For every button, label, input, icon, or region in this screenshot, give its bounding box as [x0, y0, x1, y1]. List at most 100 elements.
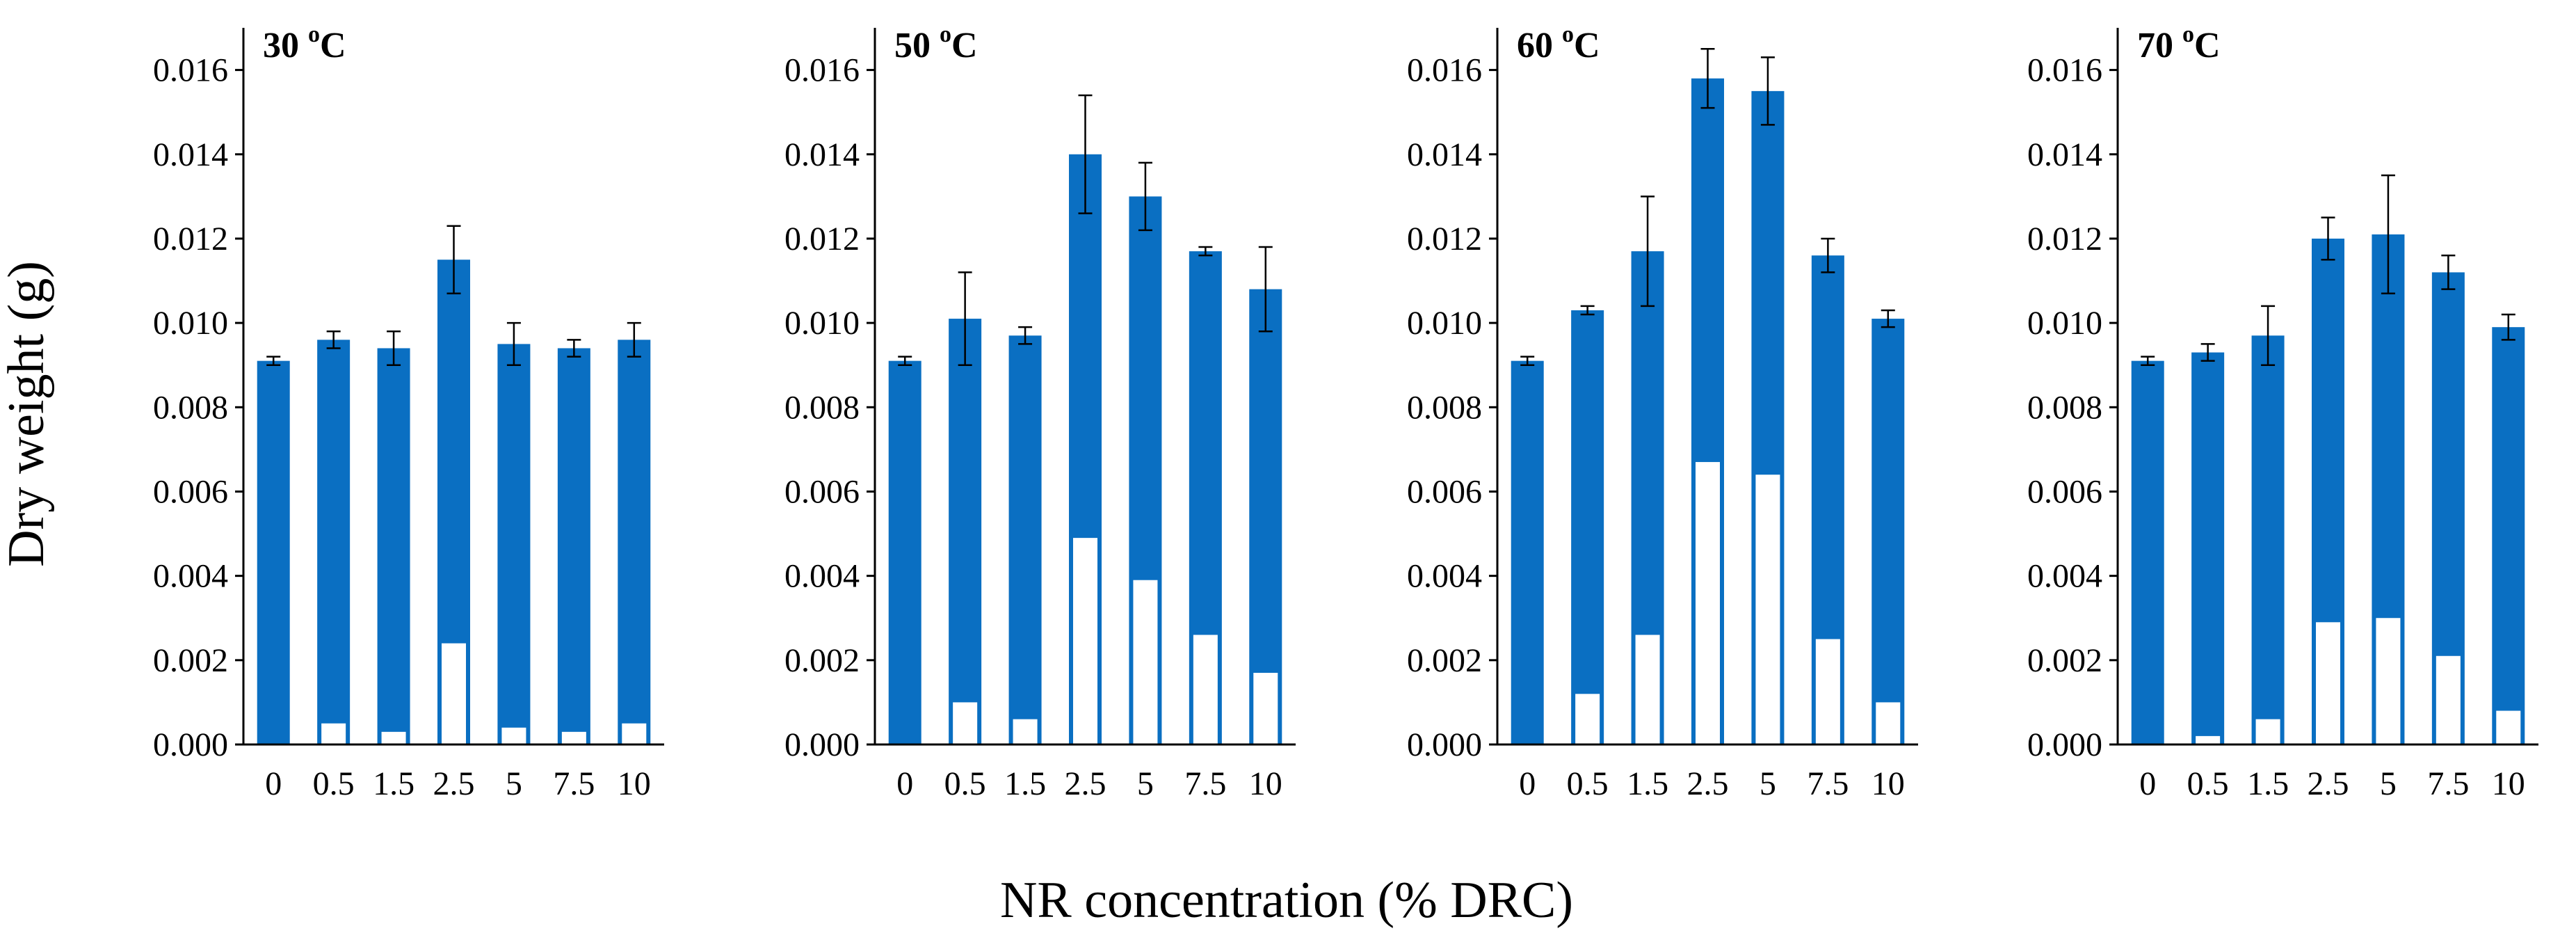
bar [497, 344, 531, 745]
y-tick-label: 0.014 [1407, 136, 1482, 173]
bar [317, 340, 351, 745]
inner-bar [2496, 710, 2521, 744]
y-tick-label: 0.012 [784, 221, 860, 257]
y-tick-label: 0.004 [153, 558, 228, 595]
inner-bar [381, 731, 406, 744]
panel-title-value: 60 [1517, 26, 1562, 65]
panel-title-degree: o [940, 22, 951, 47]
x-tick-label: 5 [506, 765, 522, 802]
panel-title-value: 70 [2137, 26, 2182, 65]
bar [2492, 327, 2525, 744]
y-tick-label: 0.000 [2027, 726, 2102, 763]
x-axis-label: NR concentration (% DRC) [1000, 872, 1573, 929]
panel-title-unit: C [320, 26, 346, 65]
x-tick-label: 0.5 [944, 765, 986, 802]
y-tick-label: 0.008 [784, 389, 860, 426]
x-tick-label: 10 [618, 765, 651, 802]
inner-bar [622, 723, 647, 744]
y-tick-label: 0.012 [1407, 221, 1482, 257]
x-tick-label: 1.5 [2247, 765, 2289, 802]
inner-bar [953, 702, 978, 744]
inner-bar [1876, 702, 1901, 744]
x-tick-label: 2.5 [433, 765, 475, 802]
x-tick-label: 10 [2492, 765, 2525, 802]
bar [888, 360, 921, 744]
inner-bar [2255, 719, 2280, 744]
y-tick-label: 0.008 [153, 389, 228, 426]
y-tick-label: 0.002 [2027, 642, 2102, 679]
inner-bar [501, 727, 526, 744]
x-tick-label: 1.5 [373, 765, 414, 802]
x-tick-label: 0 [1519, 765, 1536, 802]
inner-bar [2196, 735, 2221, 744]
y-tick-label: 0.012 [2027, 221, 2102, 257]
bar [2191, 352, 2225, 744]
y-tick-label: 0.000 [1407, 726, 1482, 763]
bar [1249, 289, 1282, 744]
inner-bar [1073, 538, 1097, 744]
y-tick-label: 0.002 [153, 642, 228, 679]
x-tick-label: 0.5 [1567, 765, 1609, 802]
panel-70: 0.000 0.002 0.004 0.006 0.008 0.010 0.012 0.014… [2027, 22, 2538, 802]
y-tick-label: 0.014 [784, 136, 860, 173]
y-tick-label: 0.000 [784, 726, 860, 763]
x-tick-label: 7.5 [553, 765, 595, 802]
y-tick-label: 0.004 [784, 558, 860, 595]
x-tick-label: 0.5 [313, 765, 355, 802]
y-tick-label: 0.016 [1407, 52, 1482, 89]
y-tick-label: 0.000 [153, 726, 228, 763]
y-tick-label: 0.012 [153, 221, 228, 257]
inner-bar [1013, 719, 1038, 744]
bar [2251, 335, 2285, 744]
x-tick-label: 5 [2380, 765, 2397, 802]
panel-30: 0.000 0.002 0.004 0.006 0.008 0.010 0.012 0.014… [153, 22, 664, 802]
y-tick-label: 0.008 [1407, 389, 1482, 426]
inner-bar [1575, 694, 1600, 744]
panel-title-unit: C [1574, 26, 1600, 65]
inner-bar [1696, 462, 1720, 744]
y-tick-label: 0.016 [153, 52, 228, 89]
y-tick-label: 0.008 [2027, 389, 2102, 426]
panel-title-unit: C [951, 26, 978, 65]
inner-bar [2376, 618, 2401, 744]
x-tick-label: 1.5 [1004, 765, 1046, 802]
inner-bar [2436, 655, 2461, 744]
y-tick-label: 0.006 [784, 473, 860, 510]
inner-bar [561, 731, 586, 744]
inner-bar [1635, 635, 1660, 744]
y-tick-label: 0.016 [784, 52, 860, 89]
bar [1008, 335, 1042, 744]
inner-bar [1755, 475, 1780, 744]
panels: 0.000 0.002 0.004 0.006 0.008 0.010 0.012 0.014… [153, 22, 2538, 802]
panel-title: 30 oC [263, 22, 346, 65]
bar [1871, 319, 1905, 744]
panel-title-degree: o [1562, 22, 1574, 47]
inner-bar [2316, 622, 2340, 744]
panel-title-degree: o [2182, 22, 2194, 47]
y-tick-label: 0.002 [1407, 642, 1482, 679]
x-tick-label: 7.5 [1184, 765, 1226, 802]
y-tick-label: 0.014 [2027, 136, 2102, 173]
x-tick-label: 5 [1137, 765, 1154, 802]
y-tick-label: 0.006 [2027, 473, 2102, 510]
panel-title: 50 oC [894, 22, 978, 65]
bar [2131, 360, 2164, 744]
y-tick-label: 0.010 [1407, 305, 1482, 342]
inner-bar [442, 643, 466, 744]
bar [557, 348, 590, 744]
y-tick-label: 0.014 [153, 136, 228, 173]
panel-title-unit: C [2194, 26, 2221, 65]
x-tick-label: 0 [2139, 765, 2156, 802]
x-tick-label: 0.5 [2187, 765, 2229, 802]
inner-bar [1253, 673, 1278, 744]
bar [618, 340, 651, 745]
inner-bar [1133, 580, 1158, 744]
panel-50: 0.000 0.002 0.004 0.006 0.008 0.010 0.012 0.014… [784, 22, 1296, 802]
bar [949, 319, 982, 744]
x-tick-label: 10 [1249, 765, 1282, 802]
x-tick-label: 7.5 [1807, 765, 1849, 802]
x-tick-label: 5 [1760, 765, 1776, 802]
x-tick-label: 10 [1871, 765, 1905, 802]
inner-bar [1815, 639, 1840, 744]
